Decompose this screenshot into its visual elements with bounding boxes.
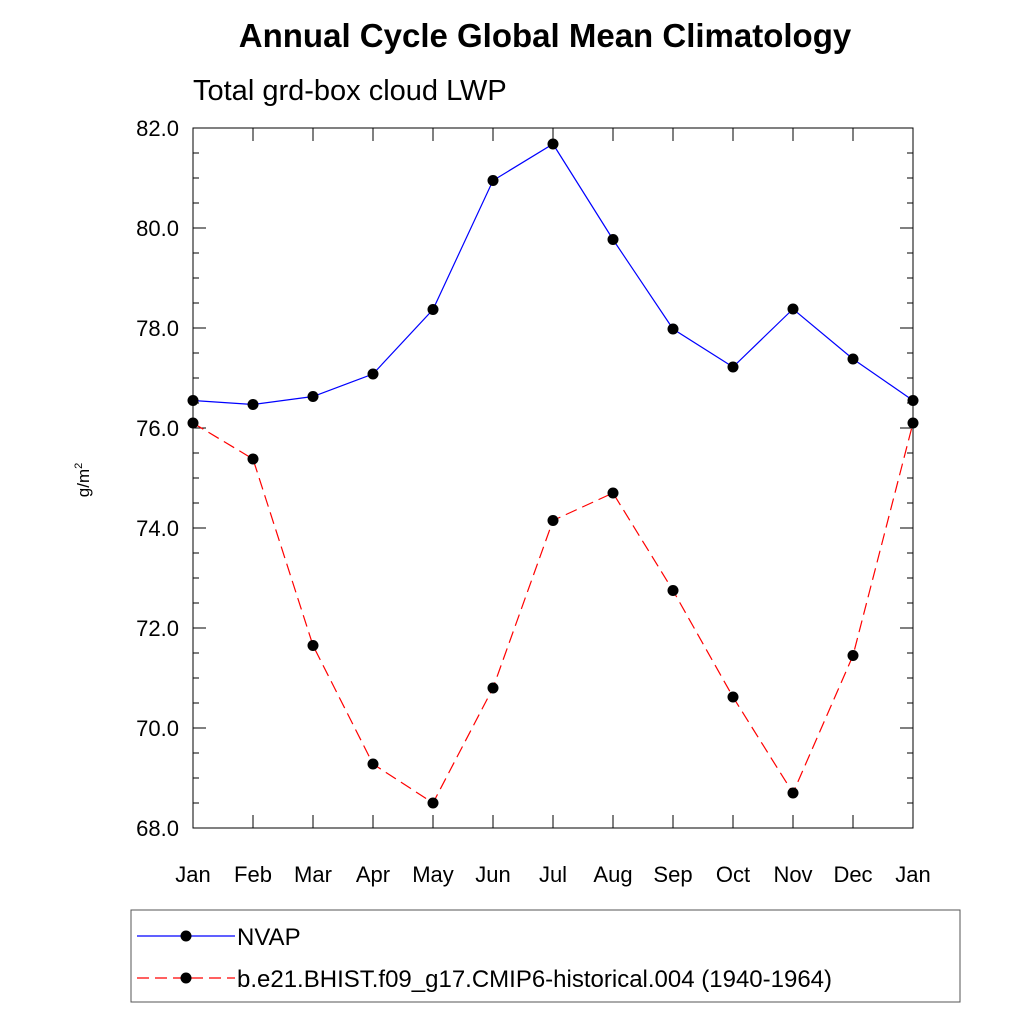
legend-label-model: b.e21.BHIST.f09_g17.CMIP6-historical.004…	[237, 966, 832, 993]
series-0-point	[187, 395, 199, 406]
series-0-point	[427, 304, 439, 315]
series-0-point	[907, 395, 919, 406]
x-tick-label: Sep	[653, 862, 692, 887]
y-axis-label-text: g/m	[74, 469, 93, 497]
legend-box	[130, 909, 961, 1003]
series-0-point	[547, 138, 559, 150]
series-line-1	[192, 422, 914, 804]
x-tick-labels: Jan Feb Mar Apr May Jun Jul Aug Sep Oct Nov Dec Jan	[175, 862, 930, 887]
series-1-point	[427, 797, 439, 809]
axis-ticks	[192, 127, 914, 829]
y-tick-label: 82.0	[136, 116, 179, 141]
series-1-point	[787, 787, 799, 799]
series-1-point	[187, 417, 199, 429]
chart-title: Annual Cycle Global Mean Climatology	[239, 17, 852, 54]
series-0-point	[667, 323, 679, 335]
legend-marker-nvap	[180, 930, 192, 942]
series-layer	[187, 138, 919, 809]
series-0-point	[727, 361, 739, 373]
y-tick-label: 70.0	[136, 716, 179, 741]
y-tick-label: 74.0	[136, 516, 179, 541]
series-0-point	[487, 175, 499, 186]
series-1-point	[307, 640, 319, 651]
series-0-point	[847, 353, 859, 365]
plot-frame	[192, 127, 914, 829]
series-0-point	[787, 303, 799, 315]
x-tick-label: May	[412, 862, 454, 887]
y-tick-label: 76.0	[136, 416, 179, 441]
x-tick-label: Mar	[294, 862, 332, 887]
legend-item-model: b.e21.BHIST.f09_g17.CMIP6-historical.004…	[137, 966, 832, 993]
series-1-point	[247, 453, 259, 465]
x-tick-label: Feb	[234, 862, 272, 887]
y-tick-labels: 68.0 70.0 72.0 74.0 76.0 78.0 80.0 82.0	[136, 116, 179, 841]
y-tick-label: 80.0	[136, 216, 179, 241]
y-tick-label: 78.0	[136, 316, 179, 341]
series-1-point	[367, 758, 379, 770]
series-1-point	[607, 487, 619, 499]
y-axis-label: g/m2	[73, 463, 93, 497]
series-1-point	[667, 585, 679, 596]
y-tick-label: 68.0	[136, 816, 179, 841]
x-tick-label: Dec	[833, 862, 872, 887]
x-tick-label: Nov	[773, 862, 812, 887]
chart-subtitle: Total grd-box cloud LWP	[193, 75, 507, 107]
x-tick-label: Jan	[175, 862, 210, 887]
series-line-0	[192, 143, 914, 406]
x-tick-label: Oct	[716, 862, 750, 887]
svg-text:g/m2: g/m2	[73, 463, 93, 497]
y-tick-label: 72.0	[136, 616, 179, 641]
series-1-point	[907, 417, 919, 429]
series-1-point	[547, 515, 559, 526]
series-0-point	[247, 399, 259, 410]
series-1-point	[847, 650, 859, 661]
x-tick-label: Jan	[895, 862, 930, 887]
x-tick-label: Aug	[593, 862, 632, 887]
legend-label-nvap: NVAP	[237, 924, 301, 951]
legend-marker-model	[180, 972, 192, 984]
series-0-point	[607, 234, 619, 245]
x-tick-label: Jul	[539, 862, 567, 887]
series-1-point	[727, 691, 739, 703]
series-0-point	[367, 368, 379, 380]
series-1-point	[487, 682, 499, 694]
x-tick-label: Jun	[475, 862, 510, 887]
y-axis-label-superscript: 2	[73, 463, 85, 469]
series-0-point	[307, 391, 319, 402]
x-tick-label: Apr	[356, 862, 390, 887]
legend-item-nvap: NVAP	[137, 924, 301, 951]
